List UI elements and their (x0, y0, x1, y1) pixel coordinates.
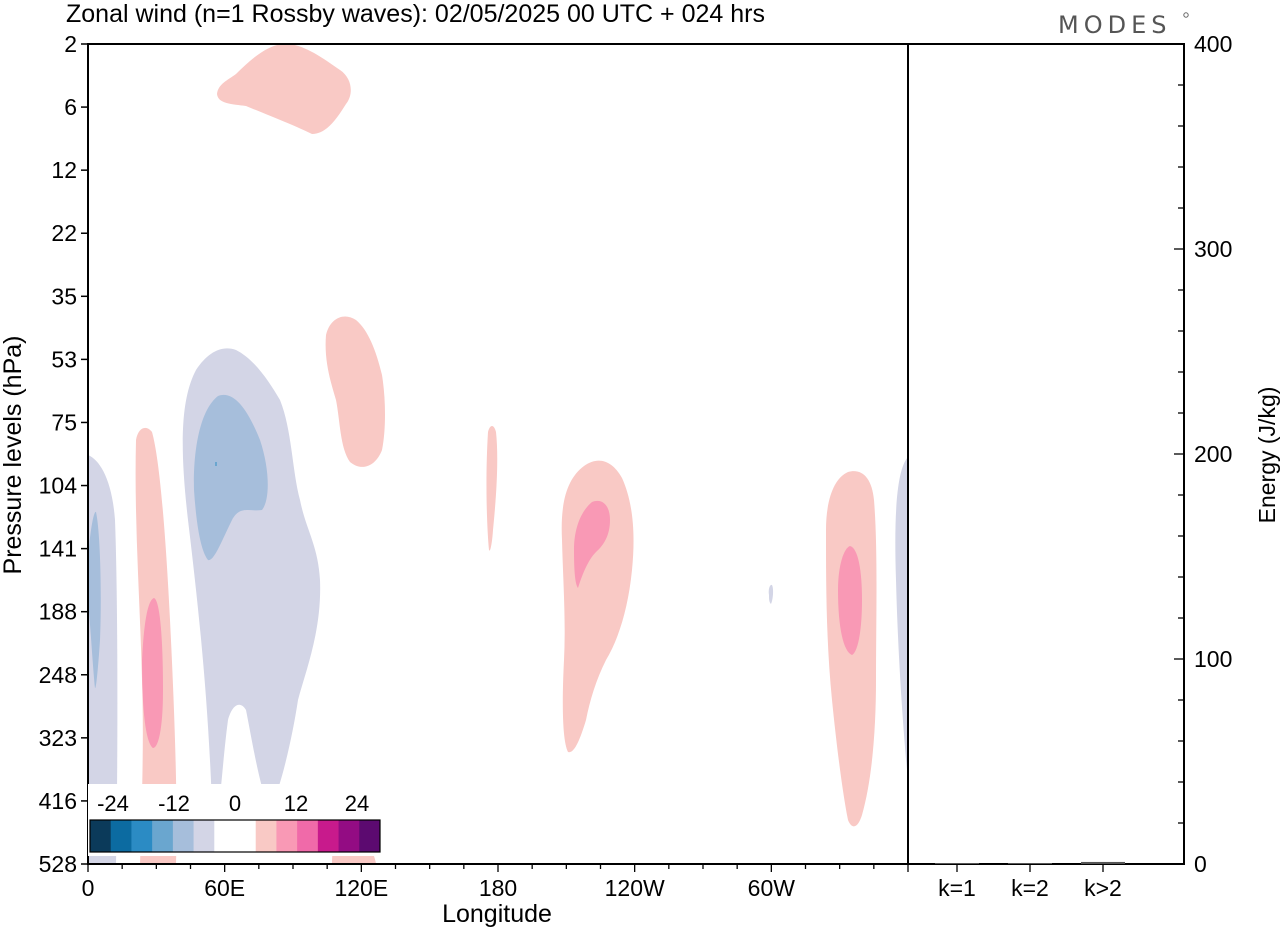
energy-bar (1008, 863, 1052, 864)
pressure-tick-label: 2 (64, 31, 77, 57)
colorbar-border (89, 819, 381, 853)
pressure-tick-label: 35 (51, 283, 77, 309)
pressure-axis: 2 6 12 22 35 53 75 104 141 188 248 323 416 528 (39, 31, 88, 877)
contour-neg-small-60w (768, 584, 774, 604)
energy-category-label: k=1 (938, 875, 976, 901)
colorbar-legend: -24 -12 0 12 24 (88, 784, 382, 856)
energy-axis: 0 100 200 300 400 (1174, 31, 1232, 877)
colorbar-swatch (235, 820, 257, 852)
longitude-tick-label: 60E (204, 875, 245, 901)
colorbar-swatch (131, 820, 153, 852)
pressure-tick-label: 188 (39, 599, 77, 625)
registered-mark-icon (1183, 12, 1189, 18)
pressure-tick-label: 104 (39, 473, 78, 499)
colorbar-swatch (338, 820, 360, 852)
chart-title: Zonal wind (n=1 Rossby waves): 02/05/202… (66, 0, 765, 28)
pressure-tick-label: 248 (39, 662, 77, 688)
colorbar-label: -12 (158, 791, 190, 816)
pressure-tick-label: 416 (39, 788, 77, 814)
x-axis-label: Longitude (442, 900, 552, 928)
colorbar-swatch (172, 820, 195, 852)
colorbar-swatch (359, 820, 381, 852)
modes-logo: MODES (1058, 11, 1171, 39)
colorbar-swatch (152, 820, 174, 852)
longitude-tick-label: 120E (334, 875, 388, 901)
contour-pos-moderate-45w (838, 546, 862, 655)
energy-axis-label: Energy (J/kg) (1254, 387, 1280, 524)
pressure-tick-label: 53 (51, 346, 77, 372)
energy-bars: k=1 k=2 k>2 (935, 861, 1125, 901)
colorbar-label: 24 (345, 791, 369, 816)
pressure-tick-label: 141 (39, 536, 77, 562)
contour-neg-moderate-west-edge (88, 511, 101, 689)
pressure-tick-label: 6 (64, 94, 77, 120)
energy-bar (935, 863, 979, 864)
longitude-tick-label: 60W (748, 875, 796, 901)
energy-tick-label: 300 (1194, 236, 1232, 262)
contour-neg-weak-60e (182, 348, 321, 810)
energy-tick-label: 400 (1194, 31, 1232, 57)
longitude-tick-label: 0 (82, 875, 95, 901)
longitude-tick-label: 180 (479, 875, 517, 901)
colorbar-swatch (317, 820, 340, 852)
energy-category-label: k=2 (1011, 875, 1049, 901)
zonal-wind-contour-field (88, 44, 908, 864)
contour-neg-weak-east-edge (895, 457, 908, 780)
y-axis-label: Pressure levels (hPa) (0, 336, 27, 575)
colorbar-swatch (276, 820, 298, 852)
colorbar-swatch (110, 820, 132, 852)
longitude-tick-label: 120W (605, 875, 665, 901)
contour-pos-weak-100e (325, 316, 385, 467)
longitude-axis: 0 60E 120E 180 120W 60W (82, 864, 909, 901)
colorbar-label: -24 (97, 791, 129, 816)
energy-tick-label: 0 (1194, 851, 1207, 877)
colorbar-swatch (90, 820, 112, 852)
colorbar-label: 0 (229, 791, 241, 816)
energy-category-label: k>2 (1084, 875, 1122, 901)
contour-pos-weak-upper (217, 44, 351, 134)
contour-pos-weak-180 (486, 426, 498, 551)
energy-panel-frame (907, 43, 1185, 865)
pressure-tick-label: 22 (51, 220, 77, 246)
contour-pos-moderate-120w (574, 500, 610, 588)
contour-speck (215, 462, 217, 466)
energy-bar (1081, 861, 1125, 864)
pressure-tick-label: 528 (39, 851, 77, 877)
contour-pos-moderate-30e (142, 598, 163, 748)
contour-neg-moderate-60e (193, 394, 268, 561)
energy-tick-label: 100 (1194, 646, 1232, 672)
pressure-tick-label: 75 (51, 409, 77, 435)
pressure-tick-label: 323 (39, 725, 77, 751)
pressure-tick-label: 12 (51, 157, 77, 183)
energy-tick-label: 200 (1194, 441, 1232, 467)
colorbar-swatch (255, 820, 277, 852)
colorbar-swatch (214, 820, 236, 852)
colorbar-label: 12 (284, 791, 308, 816)
colorbar-swatch (297, 820, 319, 852)
colorbar-swatch (193, 820, 215, 852)
